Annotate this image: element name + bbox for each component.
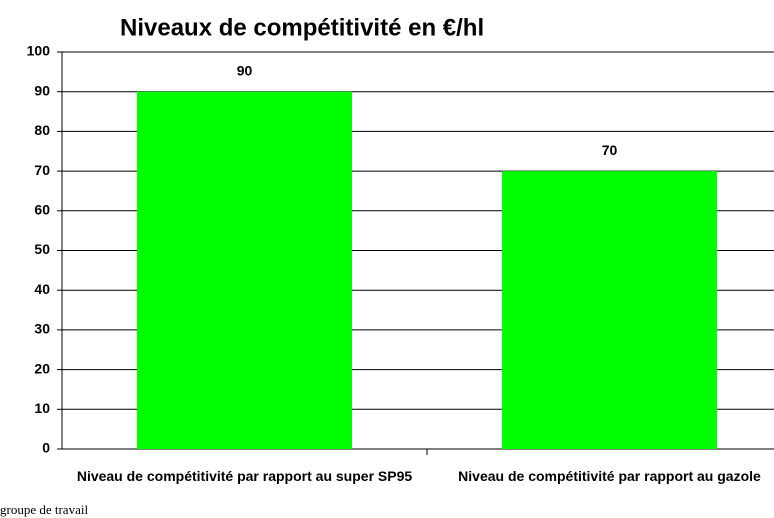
y-tick-label: 10 [34,400,50,416]
y-tick-label: 50 [34,241,50,257]
y-tick-label: 20 [34,360,50,376]
y-tick-label: 40 [34,281,50,297]
value-label: 90 [237,62,253,78]
chart-title: Niveaux de compétitivité en €/hl [120,14,484,41]
y-tick-label: 90 [34,82,50,98]
y-tick-label: 30 [34,321,50,337]
y-tick-label: 0 [42,440,50,456]
bar [137,92,352,449]
y-tick-label: 60 [34,202,50,218]
y-tick-label: 70 [34,162,50,178]
footnote: groupe de travail [0,502,88,518]
y-tick-label: 80 [34,122,50,138]
value-label: 70 [602,142,618,158]
y-tick-label: 100 [27,43,51,59]
x-tick-label: Niveau de compétitivité par rapport au s… [65,466,425,486]
bar [502,171,717,449]
x-tick-label: Niveau de compétitivité par rapport au g… [430,466,774,486]
